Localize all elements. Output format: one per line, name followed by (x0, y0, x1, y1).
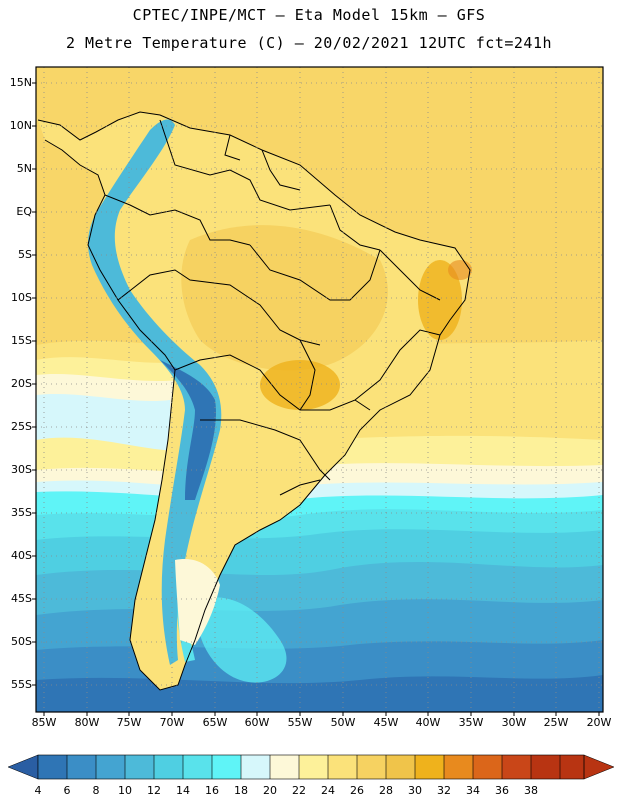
colorbar-arrow-high (583, 754, 615, 780)
colorbar-label: 6 (63, 784, 71, 797)
lon-label: 75W (116, 716, 142, 729)
lat-label: 5N (16, 162, 32, 175)
lon-label: 50W (330, 716, 356, 729)
temperature-field (36, 67, 603, 712)
lat-label: 35S (11, 506, 32, 519)
colorbar-label: 10 (118, 784, 132, 797)
lat-label: 5S (18, 248, 32, 261)
lon-label: 80W (74, 716, 100, 729)
axis-ticks (32, 82, 600, 716)
colorbar-swatch (125, 755, 154, 779)
lat-label: 10S (11, 291, 32, 304)
colorbar-label: 32 (437, 784, 451, 797)
lon-label: 30W (501, 716, 527, 729)
map-frame (35, 66, 604, 713)
lon-label: 25W (543, 716, 569, 729)
lon-label: 65W (202, 716, 228, 729)
colorbar-label: 20 (263, 784, 277, 797)
colorbar-label: 34 (466, 784, 480, 797)
lon-label: 20W (586, 716, 612, 729)
colorbar-label: 4 (34, 784, 42, 797)
lon-label: 70W (159, 716, 185, 729)
lat-label: 55S (11, 678, 32, 691)
colorbar-swatch (415, 755, 444, 779)
colorbar-swatch (560, 755, 584, 779)
lat-label: 10N (9, 119, 32, 132)
colorbar-swatch (531, 755, 560, 779)
lat-label: 45S (11, 592, 32, 605)
colorbar-swatch (212, 755, 241, 779)
colorbar-swatch (502, 755, 531, 779)
colorbar-swatch (154, 755, 183, 779)
lat-label: EQ (16, 205, 32, 218)
chart-title-line2: 2 Metre Temperature (C) – 20/02/2021 12U… (65, 34, 553, 52)
colorbar-label: 30 (408, 784, 422, 797)
lon-label: 85W (31, 716, 57, 729)
colorbar-label: 16 (205, 784, 219, 797)
andes-cold-band (88, 119, 222, 666)
colorbar-swatch (241, 755, 270, 779)
lat-label: 15N (9, 76, 32, 89)
colorbar-label: 14 (176, 784, 190, 797)
colorbar-label: 28 (379, 784, 393, 797)
colorbar-label: 26 (350, 784, 364, 797)
colorbar-label: 12 (147, 784, 161, 797)
colorbar-swatch (473, 755, 502, 779)
colorbar-swatch (328, 755, 357, 779)
chart-title-line1: CPTEC/INPE/MCT – Eta Model 15km – GFS (132, 6, 486, 24)
lat-label: 15S (11, 334, 32, 347)
colorbar-swatch (183, 755, 212, 779)
colorbar-label: 22 (292, 784, 306, 797)
lat-label: 20S (11, 377, 32, 390)
colorbar-swatch (67, 755, 96, 779)
colorbar (7, 754, 615, 780)
colorbar-swatch (386, 755, 415, 779)
colorbar-swatch (299, 755, 328, 779)
colorbar-label: 38 (524, 784, 538, 797)
colorbar-swatch (357, 755, 386, 779)
lat-label: 50S (11, 635, 32, 648)
lon-label: 35W (458, 716, 484, 729)
country-borders (37, 111, 471, 691)
colorbar-label: 24 (321, 784, 335, 797)
colorbar-swatch (38, 755, 67, 779)
colorbar-label: 36 (495, 784, 509, 797)
colorbar-label: 8 (92, 784, 100, 797)
lat-label: 40S (11, 549, 32, 562)
lon-label: 45W (373, 716, 399, 729)
colorbar-swatch (444, 755, 473, 779)
lat-label: 30S (11, 463, 32, 476)
colorbar-arrow-low (7, 754, 39, 780)
lon-label: 60W (244, 716, 270, 729)
colorbar-swatch (96, 755, 125, 779)
colorbar-swatch (270, 755, 299, 779)
lon-label: 40W (415, 716, 441, 729)
colorbar-label: 18 (234, 784, 248, 797)
lat-label: 25S (11, 420, 32, 433)
lon-label: 55W (287, 716, 313, 729)
